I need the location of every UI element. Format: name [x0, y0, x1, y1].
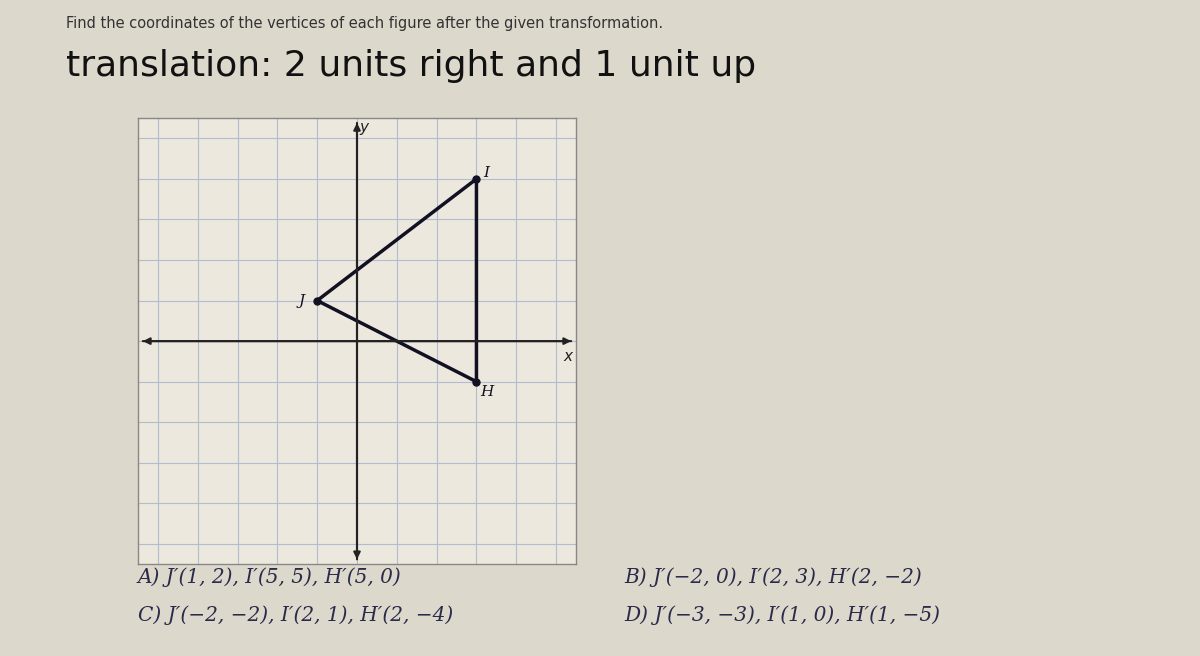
Text: Find the coordinates of the vertices of each figure after the given transformati: Find the coordinates of the vertices of …	[66, 16, 664, 31]
Text: H: H	[480, 385, 493, 399]
Text: B) J′(−2, 0), I′(2, 3), H′(2, −2): B) J′(−2, 0), I′(2, 3), H′(2, −2)	[624, 567, 922, 587]
Text: A) J′(1, 2), I′(5, 5), H′(5, 0): A) J′(1, 2), I′(5, 5), H′(5, 0)	[138, 567, 402, 587]
Text: C) J′(−2, −2), I′(2, 1), H′(2, −4): C) J′(−2, −2), I′(2, 1), H′(2, −4)	[138, 605, 454, 625]
Text: D) J′(−3, −3), I′(1, 0), H′(1, −5): D) J′(−3, −3), I′(1, 0), H′(1, −5)	[624, 605, 940, 625]
Text: x: x	[564, 349, 572, 364]
Text: I: I	[484, 166, 490, 180]
Text: translation: 2 units right and 1 unit up: translation: 2 units right and 1 unit up	[66, 49, 756, 83]
Text: J: J	[298, 294, 305, 308]
Text: y: y	[360, 119, 368, 134]
